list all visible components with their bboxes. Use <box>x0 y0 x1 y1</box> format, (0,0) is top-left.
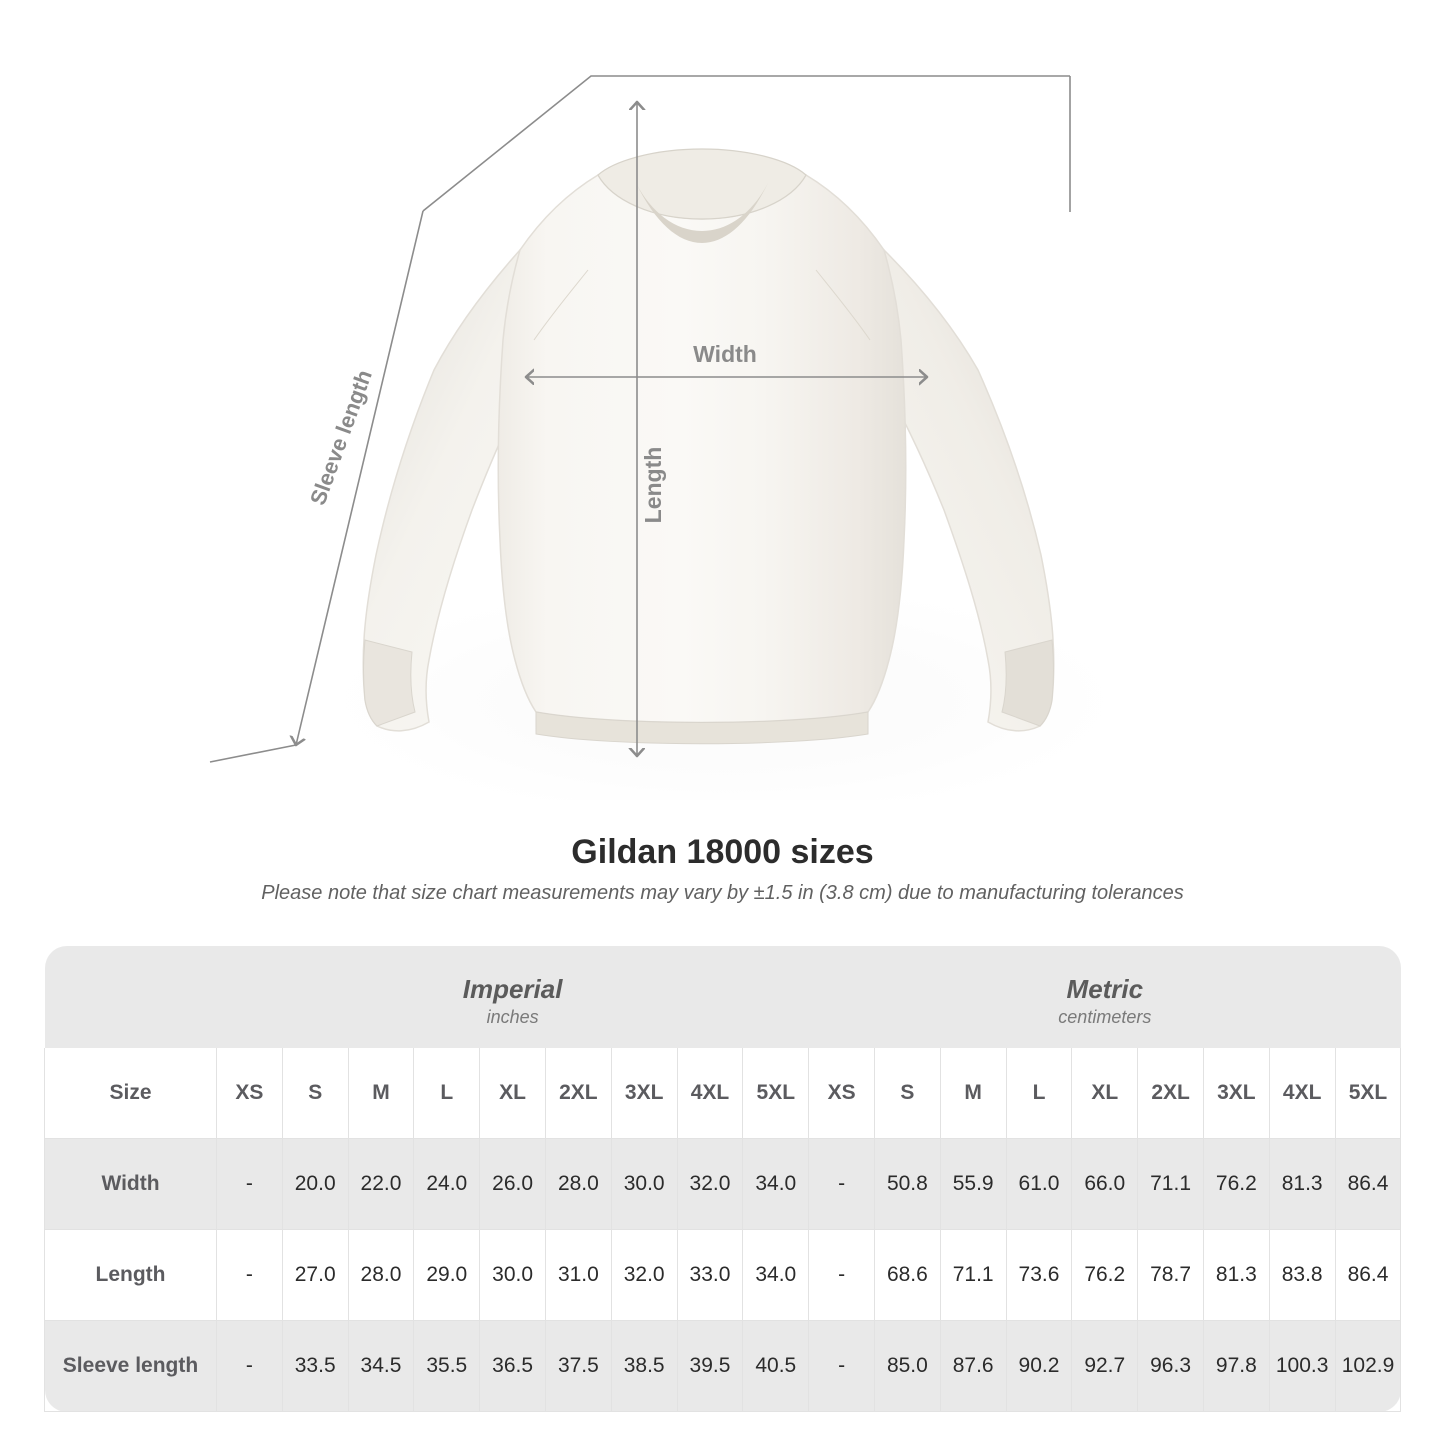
svg-text:Length: Length <box>640 447 666 524</box>
svg-text:Sleeve length: Sleeve length <box>305 367 377 509</box>
svg-text:Width: Width <box>693 341 757 367</box>
